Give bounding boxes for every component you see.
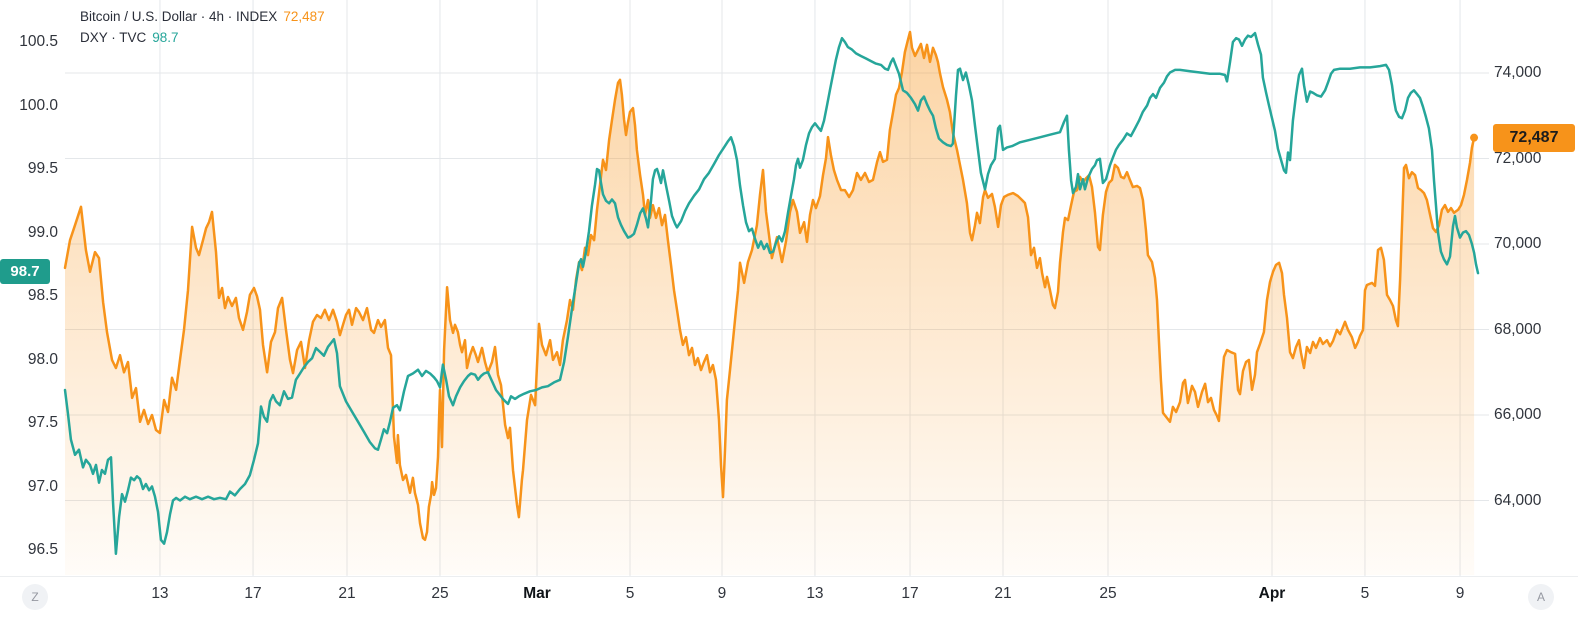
- bottom-right-a-button[interactable]: A: [1528, 584, 1554, 610]
- right-axis-label: 64,000: [1494, 491, 1542, 509]
- left-axis-label: 98.5: [27, 287, 58, 304]
- time-axis-label: Apr: [1258, 585, 1286, 602]
- right-axis-label: 66,000: [1494, 406, 1542, 423]
- dxy-line: [63, 31, 1480, 556]
- overlay-title: DXY · TVC: [80, 30, 147, 45]
- time-axis-label: 13: [151, 585, 169, 602]
- btc-price-badge: 72,487: [1493, 123, 1575, 152]
- btc-line: [63, 30, 1476, 542]
- legend-row-btc[interactable]: Bitcoin / U.S. Dollar · 4h · INDEX 72,487: [80, 6, 325, 27]
- time-axis-label: 25: [431, 585, 449, 602]
- bottom-left-z-button[interactable]: Z: [22, 584, 48, 610]
- legend-row-dxy[interactable]: DXY · TVC 98.7: [80, 27, 325, 48]
- time-axis-label: 9: [717, 585, 727, 602]
- time-axis-label: 5: [625, 585, 635, 602]
- right-axis-label: 68,000: [1494, 320, 1542, 338]
- dxy-price-badge: 98.7: [0, 258, 50, 284]
- left-axis-label: 100.0: [19, 96, 58, 114]
- series-layer: [63, 30, 1480, 575]
- left-price-axis[interactable]: [0, 0, 63, 576]
- time-axis-label: 13: [806, 585, 824, 602]
- time-axis-label: 5: [1360, 585, 1370, 602]
- time-axis-label: Mar: [523, 585, 551, 602]
- right-axis-label: 74,000: [1494, 64, 1542, 81]
- time-axis-label: 25: [1099, 585, 1117, 602]
- symbol-last-price: 72,487: [283, 9, 325, 24]
- overlay-last-value: 98.7: [152, 30, 179, 45]
- left-axis-label: 100.5: [19, 33, 58, 50]
- symbol-title: Bitcoin / U.S. Dollar · 4h · INDEX: [80, 9, 278, 24]
- btc-area-fill: [65, 32, 1475, 575]
- right-axis-label: 72,000: [1494, 149, 1542, 167]
- right-axis-label: 70,000: [1494, 235, 1542, 252]
- right-price-axis[interactable]: [1482, 0, 1578, 576]
- time-axis-label: 21: [994, 585, 1012, 602]
- legend: Bitcoin / U.S. Dollar · 4h · INDEX 72,487…: [80, 6, 325, 48]
- left-axis-label: 96.5: [27, 541, 58, 558]
- time-axis-label: 17: [244, 585, 262, 602]
- left-axis-label: 98.0: [27, 350, 58, 368]
- time-axis-label: 17: [901, 585, 919, 602]
- left-axis-label: 97.0: [27, 477, 58, 495]
- left-axis-label: 97.5: [27, 414, 58, 431]
- time-axis-label: 9: [1455, 585, 1465, 602]
- time-axis-label: 21: [338, 585, 356, 602]
- last-price-dot: [1470, 133, 1479, 142]
- left-axis-label: 99.5: [27, 160, 58, 177]
- time-axis[interactable]: [0, 576, 1578, 621]
- left-axis-label: 99.0: [27, 223, 58, 241]
